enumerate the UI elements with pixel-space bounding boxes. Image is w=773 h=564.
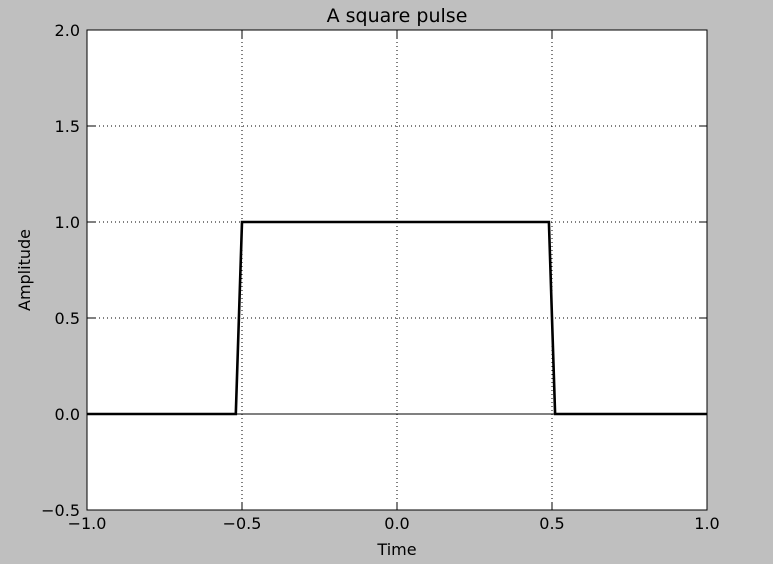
- y-tick-labels: −0.5 0.0 0.5 1.0 1.5 2.0: [41, 21, 80, 520]
- x-axis-label: Time: [376, 540, 416, 559]
- y-tick-label: 0.5: [55, 309, 80, 328]
- x-tick-label: −0.5: [223, 514, 262, 533]
- y-tick-label: 0.0: [55, 405, 80, 424]
- x-tick-label: 1.0: [694, 514, 719, 533]
- y-tick-label: 1.5: [55, 117, 80, 136]
- chart-title: A square pulse: [327, 5, 468, 27]
- series-layer: [87, 220, 707, 416]
- y-tick-label: 2.0: [55, 21, 80, 40]
- y-tick-label: −0.5: [41, 501, 80, 520]
- ticks: [86, 29, 708, 511]
- x-tick-label: −1.0: [68, 514, 107, 533]
- y-axis-label: Amplitude: [15, 229, 34, 311]
- x-tick-label: 0.0: [384, 514, 409, 533]
- x-tick-label: 0.5: [539, 514, 564, 533]
- x-tick-labels: −1.0 −0.5 0.0 0.5 1.0: [68, 514, 720, 533]
- y-tick-label: 1.0: [55, 213, 80, 232]
- pulse-series-line: [87, 220, 707, 416]
